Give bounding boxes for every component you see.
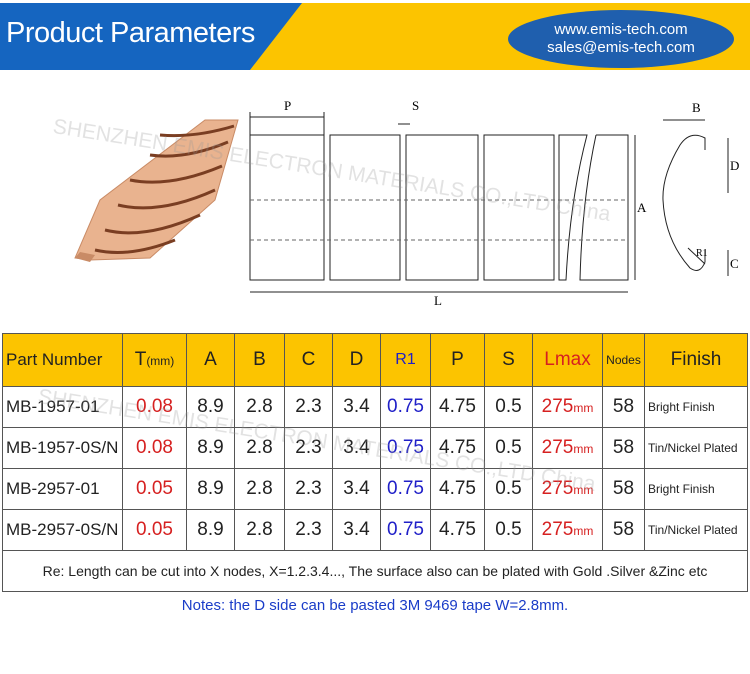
label-d: D [730,158,739,173]
website-link[interactable]: www.emis-tech.com [554,21,688,38]
label-l: L [434,293,442,308]
notes-text: Notes: the D side can be pasted 3M 9469 … [181,597,569,614]
cell-p: 4.75 [430,468,485,510]
cell-r1: 0.75 [380,468,431,510]
cell-c: 2.3 [284,509,333,551]
header-d: D [332,333,381,387]
cell-lmax: 275mm [532,509,603,551]
remark-row: Re: Length can be cut into X nodes, X=1.… [2,550,748,592]
cell-finish: Tin/Nickel Plated [644,509,748,551]
cell-d: 3.4 [332,427,381,469]
label-c: C [730,256,739,271]
cell-nodes: 58 [602,468,645,510]
cell-nodes: 58 [602,427,645,469]
table-row: MB-2957-01 0.05 8.9 2.8 2.3 3.4 0.75 4.75 0.5 275… [2,468,748,510]
cell-lmax: 275mm [532,427,603,469]
cell-s: 0.5 [484,386,533,428]
email-link[interactable]: sales@emis-tech.com [547,39,695,56]
table-row: MB-1957-01 0.08 8.9 2.8 2.3 3.4 0.75 4.75 0.5 275… [2,386,748,428]
header-part-number: Part Number [2,333,123,387]
cell-d: 3.4 [332,386,381,428]
cell-s: 0.5 [484,427,533,469]
cell-nodes: 58 [602,386,645,428]
cell-t: 0.08 [122,386,187,428]
contact-oval: www.emis-tech.com sales@emis-tech.com [508,10,734,68]
cell-nodes: 58 [602,509,645,551]
cell-r1: 0.75 [380,386,431,428]
table-row: MB-2957-0S/N 0.05 8.9 2.8 2.3 3.4 0.75 4.75 0.5 2… [2,509,748,551]
header-r1: R1 [380,333,431,387]
cell-lmax: 275mm [532,468,603,510]
remark-text: Re: Length can be cut into X nodes, X=1.… [2,550,748,592]
header-nodes: Nodes [602,333,645,387]
cell-finish: Tin/Nickel Plated [644,427,748,469]
header-s: S [484,333,533,387]
label-a: A [637,200,647,215]
cell-p: 4.75 [430,427,485,469]
cell-part: MB-2957-0S/N [2,509,123,551]
cell-s: 0.5 [484,509,533,551]
header-b: B [234,333,285,387]
cell-finish: Bright Finish [644,468,748,510]
cell-finish: Bright Finish [644,386,748,428]
cell-c: 2.3 [284,468,333,510]
flat-view [249,112,729,293]
cell-a: 8.9 [186,468,235,510]
cell-c: 2.3 [284,427,333,469]
cell-a: 8.9 [186,386,235,428]
cell-c: 2.3 [284,386,333,428]
cell-a: 8.9 [186,509,235,551]
cell-part: MB-1957-0S/N [2,427,123,469]
cell-b: 2.8 [234,386,285,428]
table-header: Part Number T(mm) A B C D R1 P S Lmax No… [2,333,748,387]
cell-d: 3.4 [332,509,381,551]
cell-d: 3.4 [332,468,381,510]
cell-b: 2.8 [234,427,285,469]
cell-s: 0.5 [484,468,533,510]
label-s: S [412,98,419,113]
product-diagram: P S L A B D C R1 [74,98,739,308]
header-c: C [284,333,333,387]
header-lmax: Lmax [532,333,603,387]
table-row: MB-1957-0S/N 0.08 8.9 2.8 2.3 3.4 0.75 4.75 0.5 2… [2,427,748,469]
cell-part: MB-1957-01 [2,386,123,428]
header-t: T(mm) [122,333,187,387]
banner-background [0,3,302,70]
cell-t: 0.05 [122,509,187,551]
cell-r1: 0.75 [380,427,431,469]
header-finish: Finish [644,333,748,387]
cell-b: 2.8 [234,468,285,510]
cell-p: 4.75 [430,509,485,551]
header-a: A [186,333,235,387]
cell-t: 0.05 [122,468,187,510]
cell-b: 2.8 [234,509,285,551]
header-p: P [430,333,485,387]
page-title: Product Parameters [6,17,255,49]
cell-a: 8.9 [186,427,235,469]
cell-t: 0.08 [122,427,187,469]
cell-p: 4.75 [430,386,485,428]
cell-part: MB-2957-01 [2,468,123,510]
parameter-table: Part Number T(mm) A B C D R1 P S Lmax No… [2,333,748,592]
product-photo [74,119,239,262]
label-b: B [692,100,701,115]
header-banner: Product Parameters www.emis-tech.com sal… [0,3,750,70]
cell-r1: 0.75 [380,509,431,551]
label-p: P [284,98,291,113]
label-r1: R1 [696,248,708,259]
cell-lmax: 275mm [532,386,603,428]
